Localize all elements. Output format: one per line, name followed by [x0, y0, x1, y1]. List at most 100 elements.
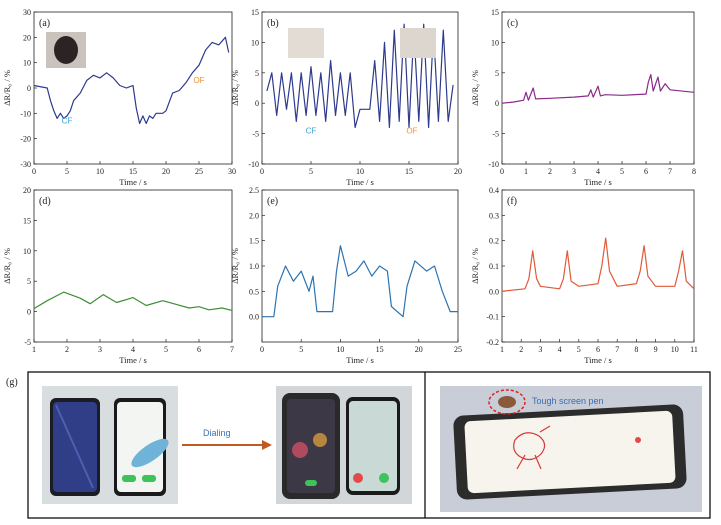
y-tick-label: 5 — [495, 69, 499, 78]
x-axis-label: Time / s — [119, 177, 147, 187]
y-tick-label: 2.5 — [249, 186, 259, 195]
y-tick-label: -5 — [492, 130, 499, 139]
x-tick-label: 10 — [96, 167, 104, 176]
annotation-of: OF — [193, 76, 204, 85]
y-tick-label: 0.1 — [489, 262, 499, 271]
phone-calling-screen — [349, 401, 397, 491]
photo-frame — [27, 371, 711, 519]
x-tick-label: 10 — [336, 345, 344, 354]
x-tick-label: 15 — [405, 167, 413, 176]
tablet-screen — [464, 410, 676, 494]
y-tick-label: 15 — [251, 8, 259, 17]
x-tick-label: 5 — [620, 167, 624, 176]
dialing-arrowhead — [262, 440, 272, 450]
x-tick-label: 6 — [644, 167, 648, 176]
dialing-label: Dialing — [203, 428, 231, 438]
x-tick-label: 8 — [692, 167, 696, 176]
call-button-2 — [142, 475, 156, 482]
x-tick-label: 20 — [415, 345, 423, 354]
y-tick-label: 0.0 — [249, 313, 259, 322]
chart-a: 0 5 10 15 20 25 30 -30 -20 -10 0 10 20 30 Time / s ΔR/R… — [2, 8, 236, 187]
rugged-phone-screen — [287, 399, 335, 493]
wrist-photo-inset-2 — [400, 28, 436, 58]
y-axis-label: ΔR/R₀ / % — [470, 70, 480, 106]
x-axis-label: Time / s — [346, 355, 374, 365]
y-tick-label: 1.5 — [249, 237, 259, 246]
red-doodle — [513, 425, 551, 470]
x-tick-label: 6 — [197, 345, 201, 354]
y-tick-label: -10 — [20, 109, 31, 118]
annotation-cf: CF — [62, 116, 73, 125]
neck-photo-detail — [54, 36, 78, 64]
pen-tip — [498, 396, 516, 408]
x-tick-label: 15 — [129, 167, 137, 176]
y-tick-label: 2.0 — [249, 211, 259, 220]
x-tick-label: 10 — [356, 167, 364, 176]
x-tick-label: 3 — [538, 345, 542, 354]
y-tick-label: -20 — [20, 135, 31, 144]
y-tick-label: 10 — [251, 38, 259, 47]
panel-label-c: (c) — [507, 18, 518, 29]
x-tick-label: 2 — [519, 345, 523, 354]
x-tick-label: 4 — [596, 167, 600, 176]
series-line-d — [33, 291, 233, 311]
color-dot — [635, 437, 641, 443]
x-tick-label: 0 — [500, 167, 504, 176]
x-tick-label: 15 — [376, 345, 384, 354]
x-axis-label: Time / s — [346, 177, 374, 187]
x-tick-label: 5 — [577, 345, 581, 354]
photo-panel-g: (g) Dialing Tough — [6, 371, 711, 519]
y-tick-label: 20 — [23, 186, 31, 195]
x-tick-label: 3 — [98, 345, 102, 354]
x-tick-label: 9 — [654, 345, 658, 354]
phone-dialer-screen — [117, 402, 163, 492]
x-tick-label: 0 — [260, 345, 264, 354]
x-tick-label: 1 — [32, 345, 36, 354]
series-line-a — [33, 36, 230, 125]
x-tick-label: 1 — [524, 167, 528, 176]
panel-label-a: (a) — [39, 18, 50, 29]
plot-frame — [33, 189, 233, 343]
y-tick-label: 10 — [491, 38, 499, 47]
x-axis-label: Time / s — [119, 355, 147, 365]
y-tick-label: 5 — [255, 69, 259, 78]
panel-label-e: (e) — [267, 196, 278, 207]
y-tick-label: 0.0 — [489, 287, 499, 296]
y-tick-label: 5 — [27, 277, 31, 286]
x-tick-label: 5 — [299, 345, 303, 354]
y-tick-label: -0.1 — [486, 313, 499, 322]
panel-label-g: (g) — [6, 377, 18, 388]
x-tick-label: 7 — [615, 345, 619, 354]
y-tick-label: 0.3 — [489, 211, 499, 220]
x-tick-label: 20 — [162, 167, 170, 176]
chart-e: 0 5 10 15 20 25 0.0 0.5 1.0 1.5 2.0 2.5 Time / s ΔR/R… — [230, 186, 462, 365]
x-tick-label: 30 — [228, 167, 236, 176]
y-tick-label: 20 — [23, 33, 31, 42]
y-tick-label: 0 — [27, 84, 31, 93]
x-tick-label: 3 — [572, 167, 576, 176]
series-line-c — [501, 73, 695, 104]
x-axis-label: Time / s — [584, 177, 612, 187]
pen-highlight-circle — [488, 389, 526, 415]
y-axis-label: ΔR/R₀ / % — [230, 248, 240, 284]
chart-d: 1 2 3 4 5 6 7 -5 0 5 10 15 20 Time / s ΔR/R₀ / % (d) — [2, 186, 234, 365]
chart-f: 1 2 3 4 5 6 7 8 9 10 11 -0.2 -0.1 0.0 0.1 0.2 0.3 0.4 Time… — [470, 186, 698, 365]
y-axis-label: ΔR/R₀ / % — [470, 248, 480, 284]
y-tick-label: 10 — [23, 59, 31, 68]
panel-label-f: (f) — [507, 196, 517, 207]
y-tick-label: 0.2 — [489, 237, 499, 246]
accept-btn — [379, 473, 389, 483]
y-tick-label: 15 — [491, 8, 499, 17]
y-tick-label: 10 — [23, 247, 31, 256]
x-tick-label: 0 — [260, 167, 264, 176]
bokeh-2 — [313, 433, 327, 447]
bokeh-1 — [292, 442, 308, 458]
y-tick-label: -30 — [20, 160, 31, 169]
panel-label-b: (b) — [267, 18, 279, 29]
incoming-call-btn — [305, 480, 317, 486]
series-line-f — [501, 237, 695, 292]
pen-label: Tough screen pen — [532, 396, 604, 406]
chart-c: 0 1 2 3 4 5 6 7 8 -10 -5 0 5 10 15 Time / s ΔR/R₀ / % (c) — [470, 8, 696, 187]
x-tick-label: 11 — [690, 345, 698, 354]
